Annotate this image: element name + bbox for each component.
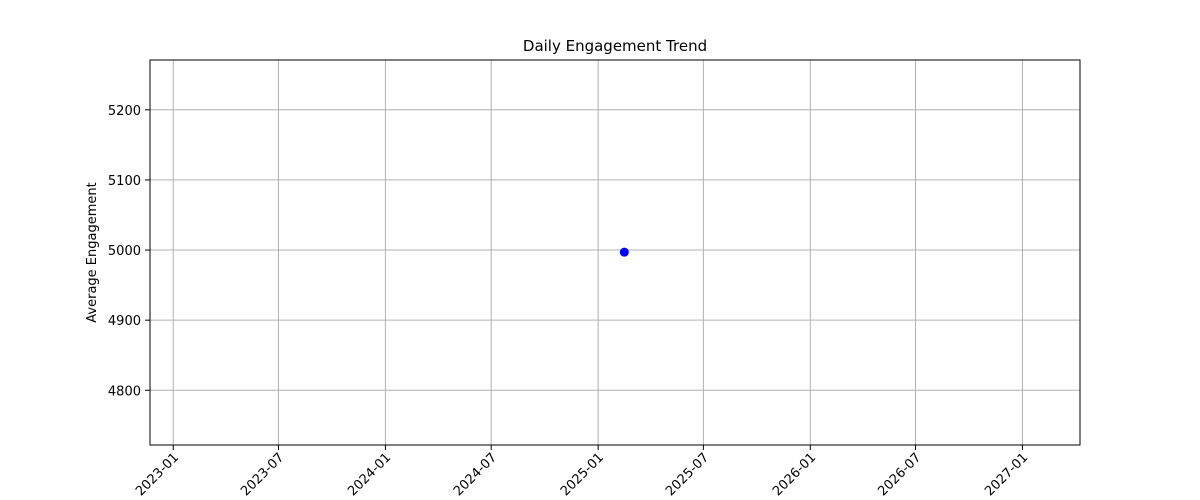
x-tick-label: 2026-01 <box>770 450 819 499</box>
y-tick-label: 4900 <box>108 314 141 329</box>
x-tick-label: 2025-07 <box>663 450 712 499</box>
plot-area <box>149 59 1081 446</box>
y-tick-label: 4800 <box>108 384 141 399</box>
x-tick-label: 2027-01 <box>982 450 1031 499</box>
y-tick-label: 5200 <box>108 104 141 119</box>
x-axis: 2023-01 2023-07 2024-01 2024-07 2025-01 2025-… <box>133 445 1031 499</box>
data-points <box>619 247 629 257</box>
x-tick-label: 2026-07 <box>875 450 924 499</box>
chart-title: Daily Engagement Trend <box>523 37 707 55</box>
x-tick-label: 2023-07 <box>238 450 287 499</box>
x-tick-label: 2023-01 <box>133 450 182 499</box>
x-tick-label: 2025-01 <box>558 450 607 499</box>
grid <box>150 60 1080 445</box>
y-tick-label: 5100 <box>108 174 141 189</box>
y-tick-label: 5000 <box>108 244 141 259</box>
data-point <box>619 247 629 257</box>
x-tick-label: 2024-07 <box>451 450 500 499</box>
x-tick-label: 2024-01 <box>345 450 394 499</box>
y-axis-title: Average Engagement <box>85 182 100 322</box>
y-axis: 4800 4900 5000 5100 5200 <box>108 104 150 399</box>
